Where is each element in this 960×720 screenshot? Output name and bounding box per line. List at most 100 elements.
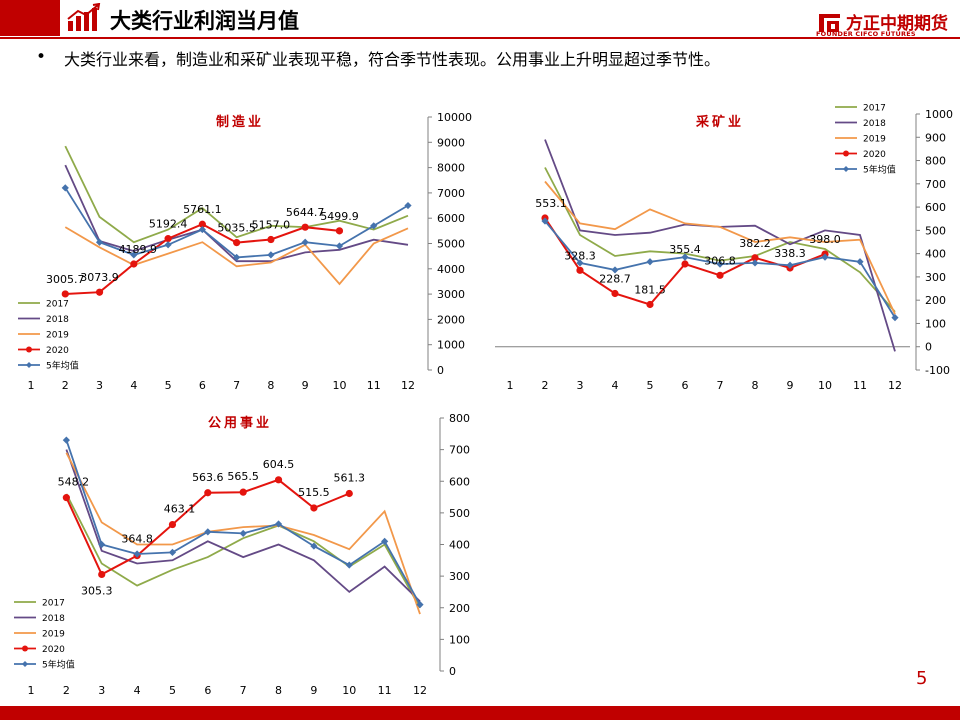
legend-label-avg: 5年均值: [46, 360, 79, 372]
series-line-avg: [544, 220, 896, 319]
data-label-2020: 3073.9: [80, 271, 119, 284]
legend-label-avg: 5年均值: [863, 164, 896, 176]
series-point-2020: [301, 223, 309, 231]
series-point-2020: [681, 260, 689, 268]
category-axis-label: 7: [717, 379, 724, 392]
series-point-2020: [716, 271, 724, 279]
category-axis-label: 9: [787, 379, 794, 392]
chart-title: 制造业: [216, 114, 264, 130]
value-axis-tick-label: 500: [449, 507, 470, 520]
category-axis-label: 10: [342, 684, 356, 697]
series-point-avg: [404, 201, 412, 210]
value-axis-tick-label: 1000: [925, 108, 953, 121]
series-point-2020: [130, 260, 138, 268]
category-axis-label: 12: [401, 379, 415, 392]
growth-chart-icon: [67, 3, 101, 31]
value-axis-tick-label: 4000: [437, 263, 465, 276]
value-axis-tick-label: 0: [925, 341, 932, 354]
legend-label-2019: 2019: [46, 331, 69, 341]
value-axis-tick-label: 200: [925, 294, 946, 307]
data-label-2020: 515.5: [298, 486, 330, 499]
page-number: 5: [916, 668, 928, 689]
category-axis-label: 7: [240, 684, 247, 697]
legend-label-2020: 2020: [42, 645, 65, 655]
category-axis-label: 6: [682, 379, 689, 392]
category-axis-label: 1: [28, 379, 35, 392]
value-axis-tick-label: 6000: [437, 212, 465, 225]
category-axis-label: 12: [413, 684, 427, 697]
legend-label-2017: 2017: [863, 104, 886, 114]
value-axis-tick-label: 300: [449, 570, 470, 583]
series-point-avg: [891, 314, 899, 322]
chart-title: 采矿业: [695, 114, 744, 130]
logo-english-name: FOUNDER CIFCO FUTURES: [816, 30, 916, 38]
series-point-avg: [61, 184, 69, 192]
series-point-avg: [239, 529, 247, 538]
data-label-2020: 565.5: [227, 470, 259, 483]
chart-title: 公用事业: [208, 415, 272, 431]
value-axis-tick-label: 600: [449, 475, 470, 488]
category-axis-label: 7: [233, 379, 240, 392]
series-point-avg: [370, 222, 378, 230]
data-label-2020: 548.2: [58, 476, 90, 489]
value-axis-tick-label: 10000: [437, 111, 472, 124]
series-point-avg: [301, 238, 309, 246]
value-axis-tick-label: 0: [449, 665, 456, 678]
series-point-2020: [233, 239, 241, 247]
value-axis-tick-label: 600: [925, 201, 946, 214]
value-axis-tick-label: 300: [925, 271, 946, 284]
legend-label-2020: 2020: [863, 150, 886, 160]
data-label-2020: 355.4: [669, 243, 701, 256]
series-point-2020: [335, 227, 344, 235]
page-title: 大类行业利润当月值: [110, 9, 299, 33]
data-label-2020: 364.8: [121, 533, 153, 546]
category-axis-label: 1: [507, 379, 514, 392]
data-label-2020: 398.0: [809, 233, 841, 246]
category-axis-label: 3: [577, 379, 584, 392]
series-point-avg: [267, 251, 275, 259]
category-axis-label: 4: [134, 684, 141, 697]
series-line-2018: [65, 449, 421, 603]
value-axis-tick-label: 8000: [437, 162, 465, 175]
value-axis-tick-label: 800: [925, 155, 946, 168]
data-label-2020: 5761.1: [183, 203, 222, 216]
data-label-2020: 306.8: [704, 254, 736, 267]
category-axis-label: 11: [378, 684, 392, 697]
header-accent-block: [0, 0, 60, 36]
category-axis-label: 1: [28, 684, 35, 697]
summary-text: 大类行业来看，制造业和采矿业表现平稳，符合季节性表现。公用事业上升明显超过季节性…: [64, 50, 721, 69]
legend-marker-avg: [22, 661, 28, 667]
data-label-2020: 4189.9: [119, 243, 158, 256]
category-axis-label: 11: [853, 379, 867, 392]
legend-marker-2020: [26, 346, 32, 353]
logo-chinese-name: 方正中期期货: [846, 14, 948, 34]
data-label-2020: 604.5: [263, 458, 295, 471]
data-label-2020: 3005.7: [46, 273, 85, 286]
footer-bar: [0, 706, 960, 720]
value-axis-tick-label: 2000: [437, 313, 465, 326]
legend-label-2019: 2019: [42, 630, 65, 640]
series-point-avg: [198, 225, 206, 234]
data-label-2020: 561.3: [334, 471, 366, 484]
data-label-2020: 328.3: [564, 249, 596, 262]
value-axis-tick-label: 700: [925, 178, 946, 191]
legend-label-2018: 2018: [42, 614, 65, 624]
series-point-avg: [681, 253, 689, 261]
legend-label-2018: 2018: [863, 119, 886, 129]
legend-label-2017: 2017: [46, 300, 69, 310]
data-label-2020: 5035.5: [217, 222, 256, 235]
category-axis-label: 2: [62, 379, 69, 392]
category-axis-label: 6: [199, 379, 206, 392]
series-point-avg: [95, 238, 104, 246]
legend-label-2017: 2017: [42, 599, 65, 609]
company-logo: 方正中期期货 FOUNDER CIFCO FUTURES: [814, 8, 948, 40]
founder-logo-icon: [819, 14, 840, 32]
header-divider: [0, 37, 960, 39]
legend-marker-avg: [843, 166, 849, 172]
series-point-avg: [98, 540, 106, 549]
value-axis-tick-label: 200: [449, 602, 470, 615]
series-point-2020: [576, 266, 584, 274]
series-point-avg: [335, 242, 344, 250]
category-axis-label: 9: [302, 379, 309, 392]
